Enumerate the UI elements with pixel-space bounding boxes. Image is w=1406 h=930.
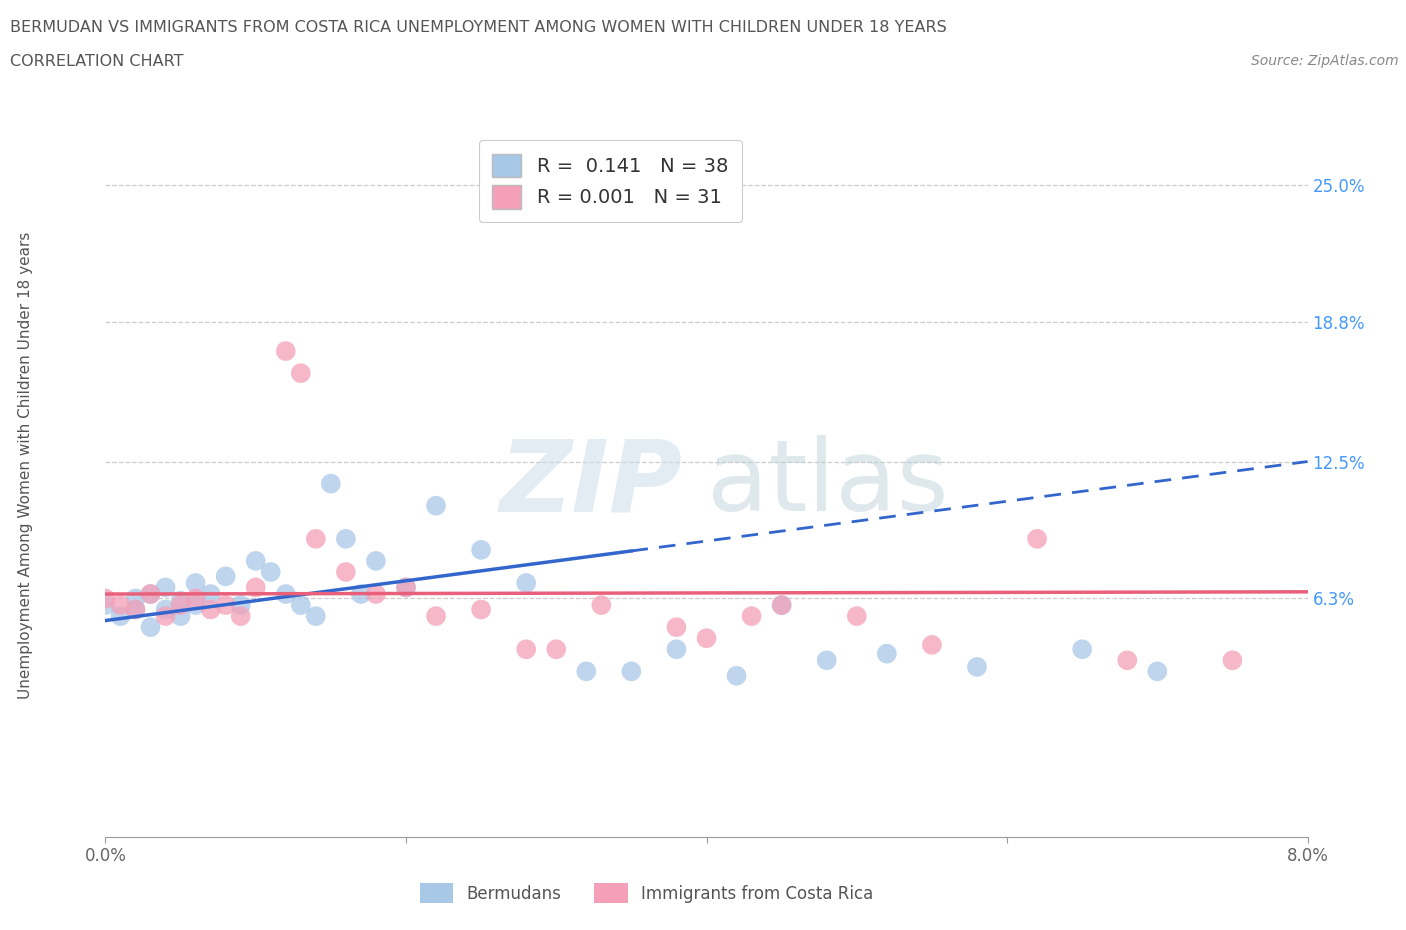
Point [575, 664, 598, 679]
Point [155, 580, 177, 595]
Point [665, 642, 688, 657]
Text: Unemployment Among Women with Children Under 18 years: Unemployment Among Women with Children U… [18, 232, 32, 698]
Text: ZIP: ZIP [499, 435, 682, 532]
Point [1116, 653, 1139, 668]
Point [1146, 664, 1168, 679]
Point [515, 642, 537, 657]
Point [845, 609, 868, 624]
Point [200, 587, 222, 602]
Text: atlas: atlas [707, 435, 948, 532]
Point [470, 602, 492, 617]
Point [139, 587, 162, 602]
Point [425, 498, 447, 513]
Point [245, 580, 267, 595]
Point [110, 609, 132, 624]
Point [425, 609, 447, 624]
Point [290, 598, 312, 613]
Point [335, 565, 357, 579]
Point [184, 591, 207, 606]
Point [229, 598, 252, 613]
Text: BERMUDAN VS IMMIGRANTS FROM COSTA RICA UNEMPLOYMENT AMONG WOMEN WITH CHILDREN UN: BERMUDAN VS IMMIGRANTS FROM COSTA RICA U… [10, 20, 946, 35]
Point [364, 553, 387, 568]
Point [395, 580, 418, 595]
Text: CORRELATION CHART: CORRELATION CHART [10, 54, 183, 69]
Point [184, 576, 207, 591]
Point [921, 637, 943, 652]
Point [155, 609, 177, 624]
Point [290, 365, 312, 380]
Point [395, 580, 418, 595]
Point [169, 598, 191, 613]
Legend: Bermudans, Immigrants from Costa Rica: Bermudans, Immigrants from Costa Rica [413, 876, 880, 910]
Point [200, 602, 222, 617]
Point [319, 476, 342, 491]
Point [350, 587, 373, 602]
Point [515, 576, 537, 591]
Point [741, 609, 763, 624]
Point [966, 659, 988, 674]
Point [725, 669, 748, 684]
Point [169, 593, 191, 608]
Point [274, 344, 297, 359]
Point [260, 565, 283, 579]
Point [214, 569, 236, 584]
Point [274, 587, 297, 602]
Point [155, 602, 177, 617]
Point [770, 598, 793, 613]
Point [1071, 642, 1094, 657]
Point [335, 531, 357, 546]
Point [546, 642, 568, 657]
Point [94, 598, 117, 613]
Point [470, 542, 492, 557]
Point [124, 602, 146, 617]
Point [110, 598, 132, 613]
Point [139, 619, 162, 634]
Point [876, 646, 898, 661]
Point [124, 602, 146, 617]
Point [815, 653, 838, 668]
Point [229, 609, 252, 624]
Point [591, 598, 613, 613]
Point [1026, 531, 1049, 546]
Point [305, 531, 328, 546]
Point [696, 631, 718, 645]
Point [665, 619, 688, 634]
Point [364, 587, 387, 602]
Point [245, 553, 267, 568]
Point [124, 591, 146, 606]
Point [184, 598, 207, 613]
Point [620, 664, 643, 679]
Text: Source: ZipAtlas.com: Source: ZipAtlas.com [1251, 54, 1399, 68]
Point [770, 598, 793, 613]
Point [94, 591, 117, 606]
Point [169, 609, 191, 624]
Point [305, 609, 328, 624]
Point [1222, 653, 1244, 668]
Point [214, 598, 236, 613]
Point [139, 587, 162, 602]
